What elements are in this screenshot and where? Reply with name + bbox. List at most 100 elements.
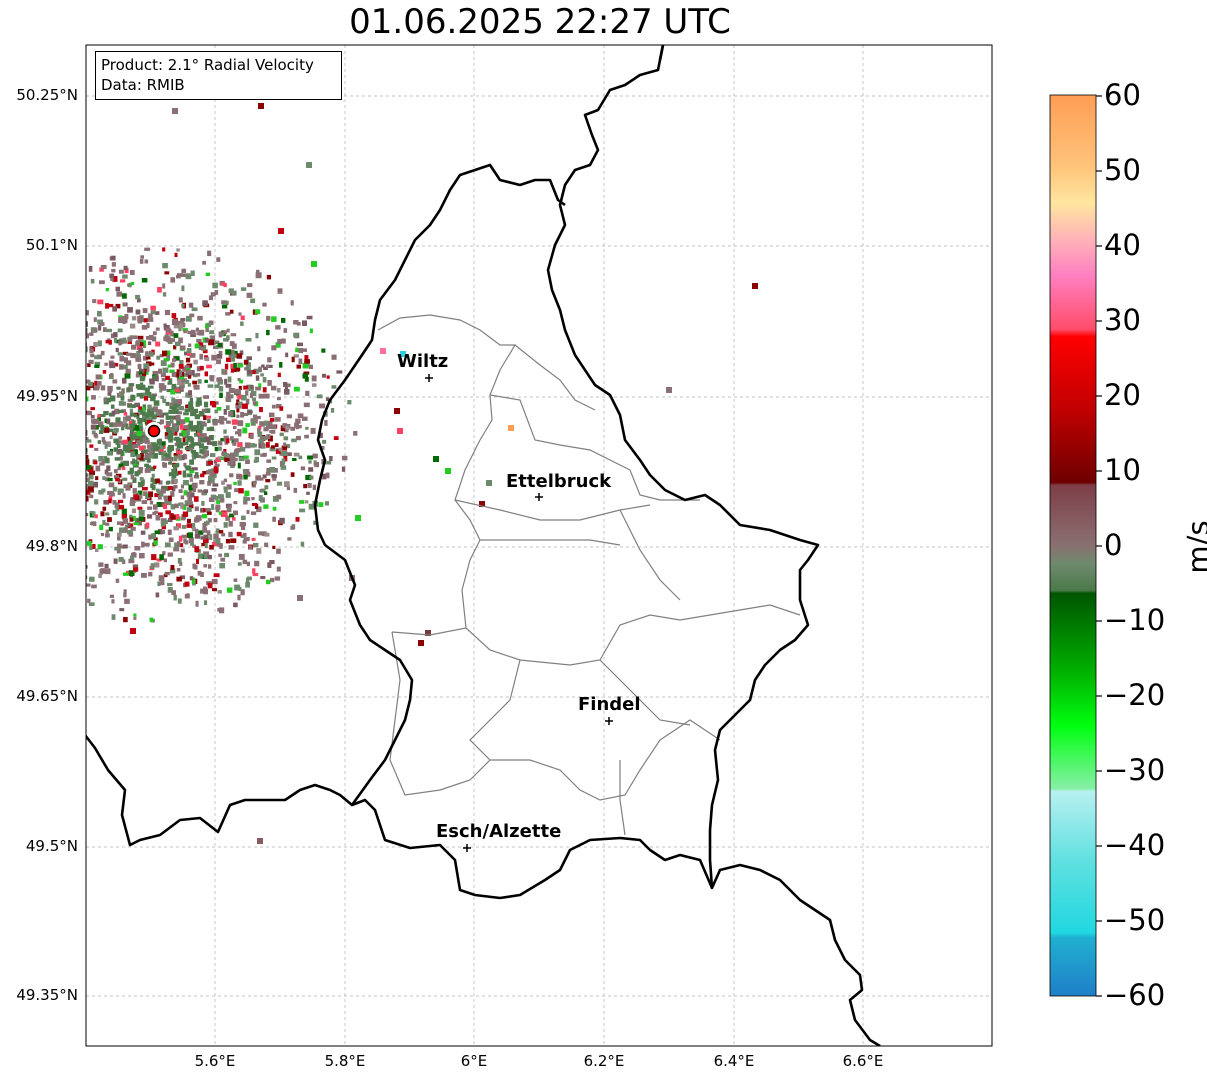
radar-echo-pixel [400, 351, 406, 357]
radar-echo-pixel [86, 333, 90, 339]
radar-echo-pixel [27, 416, 30, 420]
radar-echo-pixel [91, 511, 96, 517]
radar-echo-pixel [10, 466, 13, 472]
radar-echo-pixel [228, 388, 235, 394]
radar-echo-pixel [106, 465, 111, 471]
radar-echo-pixel [94, 447, 99, 451]
radar-echo-pixel [297, 425, 302, 429]
radar-echo-pixel [313, 520, 318, 525]
radar-echo-pixel [179, 432, 183, 437]
radar-echo-pixel [237, 420, 244, 427]
radar-echo-pixel [61, 458, 66, 461]
radar-echo-pixel [258, 443, 262, 449]
radar-echo-pixel [159, 419, 164, 425]
radar-echo-pixel [326, 460, 332, 465]
radar-echo-pixel [173, 399, 178, 404]
radar-echo-pixel [167, 381, 172, 385]
radar-echo-pixel [167, 583, 173, 586]
radar-echo-pixel [104, 568, 111, 575]
radar-echo-pixel [94, 364, 100, 368]
radar-echo-pixel [148, 491, 153, 498]
radar-echo-pixel [127, 336, 133, 342]
radar-echo-pixel [178, 470, 182, 475]
radar-echo-pixel [141, 371, 147, 377]
radar-echo-pixel [292, 458, 297, 461]
product-info-box: Product: 2.1° Radial Velocity Data: RMIB [95, 51, 342, 100]
radar-echo-pixel [257, 346, 261, 352]
radar-echo-pixel [185, 379, 190, 384]
radar-echo-pixel [196, 332, 200, 336]
radar-echo-pixel [266, 315, 271, 321]
radar-echo-pixel [38, 379, 43, 382]
radar-echo-pixel [44, 518, 48, 522]
radar-echo-pixel [73, 350, 78, 355]
radar-echo-pixel [180, 385, 184, 391]
radar-echo-pixel [298, 358, 303, 364]
radar-echo-pixel [232, 353, 238, 358]
radar-echo-pixel [152, 511, 157, 516]
radar-echo-pixel [124, 373, 131, 379]
radar-echo-pixel [207, 481, 211, 486]
radar-echo-pixel [78, 457, 83, 461]
lat-tick-label: 49.35°N [16, 986, 78, 1004]
radar-echo-pixel [97, 319, 103, 325]
radar-echo-pixel [65, 463, 71, 468]
radar-echo-pixel [109, 435, 113, 439]
radar-echo-pixel [176, 568, 181, 572]
lon-tick-label: 5.8°E [324, 1052, 366, 1070]
radar-echo-pixel [30, 354, 36, 360]
radar-echo-pixel [178, 364, 184, 369]
radar-echo-pixel [267, 357, 272, 363]
radar-echo-pixel [127, 445, 133, 450]
radar-echo-pixel [189, 353, 196, 358]
radar-echo-pixel [215, 457, 221, 463]
radar-echo-pixel [142, 410, 146, 416]
radar-echo-pixel [155, 375, 159, 382]
radar-echo-pixel [267, 364, 273, 368]
radar-echo-pixel [71, 322, 76, 326]
radar-echo-pixel [175, 341, 181, 347]
radar-echo-pixel [129, 499, 135, 505]
radar-echo-pixel [94, 385, 99, 391]
radar-echo-pixel [58, 488, 64, 492]
radar-echo-pixel [129, 323, 136, 329]
radar-echo-pixel [302, 320, 307, 326]
radar-echo-pixel [173, 485, 178, 489]
colorbar [1050, 95, 1096, 996]
radar-echo-pixel [38, 476, 44, 480]
radar-echo-pixel [752, 283, 758, 289]
radar-echo-pixel [77, 371, 82, 375]
radar-echo-pixel [314, 461, 319, 468]
radar-echo-pixel [175, 462, 180, 468]
radar-echo-pixel [200, 424, 204, 430]
radar-echo-pixel [230, 333, 237, 337]
radar-echo-pixel [131, 515, 136, 522]
radar-echo-pixel [246, 561, 250, 567]
radar-echo-pixel [252, 401, 257, 406]
radar-echo-pixel [122, 518, 128, 524]
radar-echo-pixel [55, 439, 61, 443]
radar-echo-pixel [271, 404, 276, 409]
radar-echo-pixel [188, 537, 194, 544]
radar-echo-pixel [140, 453, 144, 457]
radar-echo-pixel [130, 434, 134, 441]
radar-echo-pixel [185, 274, 192, 280]
radar-echo-pixel [51, 415, 55, 419]
radar-echo-pixel [71, 352, 75, 355]
radar-echo-pixel [197, 553, 203, 559]
radar-echo-pixel [268, 412, 275, 418]
radar-echo-pixel [188, 390, 192, 395]
radar-echo-pixel [223, 486, 228, 493]
radar-echo-pixel [112, 510, 118, 515]
city-label-findel: Findel [578, 694, 641, 715]
radar-echo-pixel [152, 406, 158, 412]
radar-echo-pixel [170, 565, 175, 570]
radar-echo-pixel [250, 298, 256, 304]
radar-echo-pixel [222, 417, 228, 421]
radar-echo-pixel [131, 344, 136, 350]
radar-echo-pixel [241, 515, 246, 521]
radar-echo-pixel [178, 455, 182, 461]
colorbar-tick-label: −50 [1104, 903, 1166, 937]
radar-echo-pixel [123, 412, 128, 416]
radar-echo-pixel [221, 300, 227, 305]
